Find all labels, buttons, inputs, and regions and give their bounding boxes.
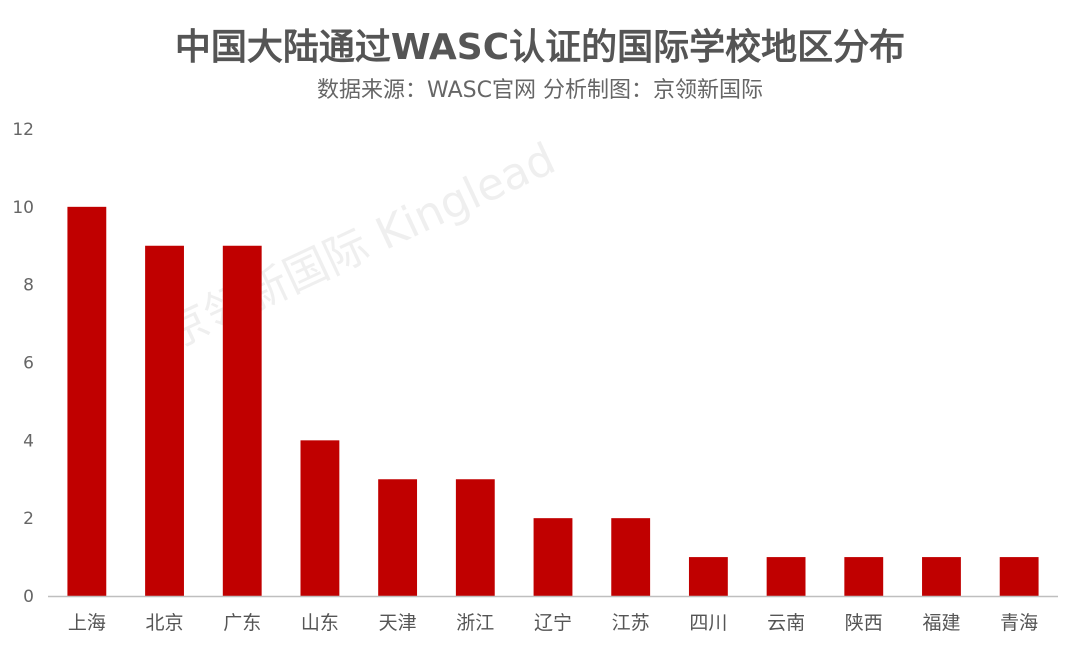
x-tick-label: 山东 [301,612,339,634]
x-tick-label: 陕西 [845,612,883,634]
bar-云南 [766,557,806,596]
bar-陕西 [844,557,884,596]
y-tick-label: 10 [12,198,34,218]
bar-山东 [300,440,340,596]
bar-广东 [222,245,262,596]
y-tick-label: 2 [23,509,34,529]
bar-辽宁 [533,518,573,596]
bar-浙江 [455,479,495,596]
x-tick-label: 北京 [146,612,184,634]
x-tick-label: 青海 [1000,612,1038,634]
y-tick-label: 6 [23,354,34,374]
bar-上海 [67,206,107,597]
x-tick-label: 辽宁 [534,612,572,634]
x-tick-label: 江苏 [612,612,650,634]
y-tick-label: 0 [23,587,34,607]
bar-福建 [922,557,961,596]
x-tick-label: 福建 [922,612,960,634]
y-tick-label: 12 [12,120,34,140]
x-tick-label: 广东 [223,612,261,634]
x-tick-label: 天津 [379,612,417,634]
y-tick-label: 4 [23,431,34,451]
bar-四川 [688,557,728,596]
chart-subtitle: 数据来源：WASC官网 分析制图：京领新国际 [317,78,763,103]
bar-天津 [378,479,418,596]
chart-title: 中国大陆通过WASC认证的国际学校地区分布 [174,27,906,68]
bar-北京 [145,245,184,596]
bar-青海 [999,557,1039,596]
y-tick-label: 8 [23,276,34,296]
x-tick-label: 云南 [767,612,805,634]
bar-江苏 [611,518,651,596]
x-tick-label: 上海 [68,612,106,634]
x-tick-label: 浙江 [456,612,494,634]
x-tick-label: 四川 [689,612,727,634]
